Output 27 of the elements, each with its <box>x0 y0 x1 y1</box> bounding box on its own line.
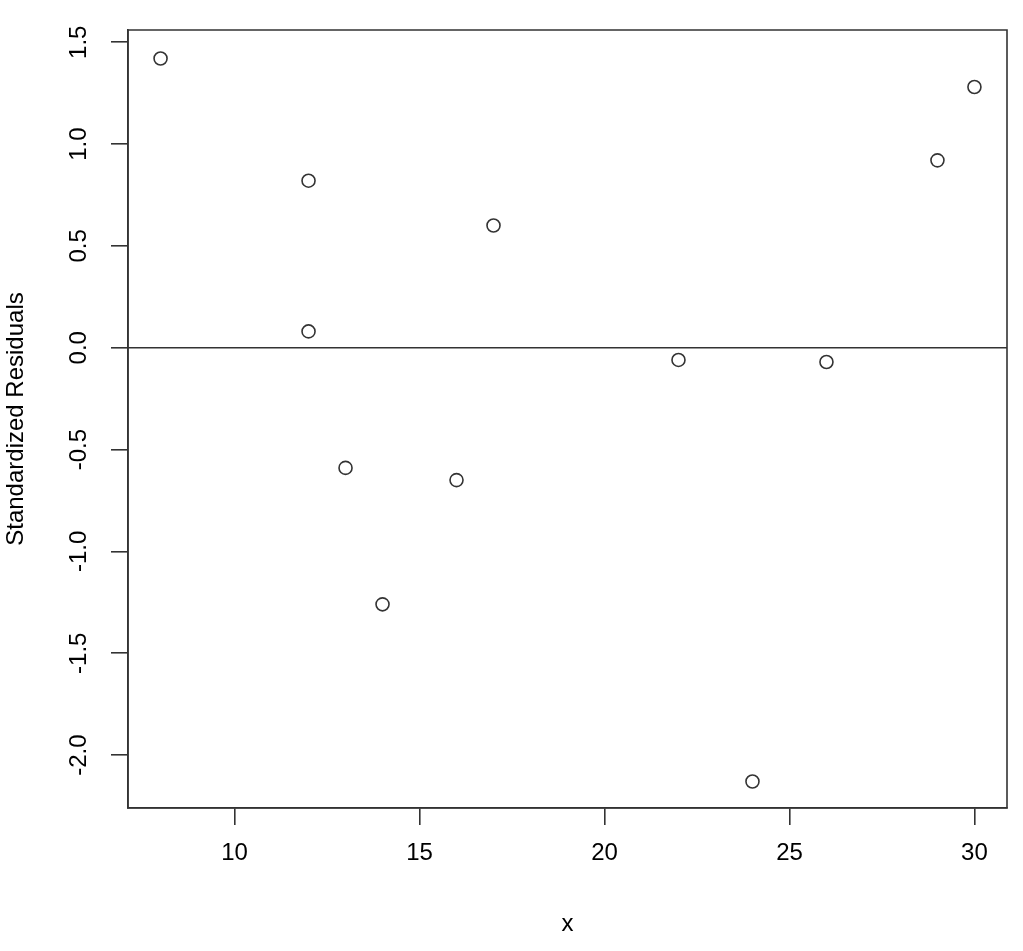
y-tick-label: -2.0 <box>63 734 91 776</box>
y-tick-label: -0.5 <box>63 428 91 471</box>
y-tick-label: 0.5 <box>63 229 91 263</box>
y-tick-label: 0.0 <box>63 331 91 365</box>
y-tick-label: -1.5 <box>63 632 91 674</box>
x-tick-label: 30 <box>961 838 988 866</box>
x-tick-label: 25 <box>776 838 803 866</box>
x-tick-label: 10 <box>221 838 248 866</box>
point <box>449 472 464 488</box>
x-tick-label: 20 <box>591 838 618 866</box>
point <box>301 324 316 339</box>
y-tick-label: 1.5 <box>63 25 91 59</box>
y-axis-title: Standardized Residuals <box>1 292 29 546</box>
point <box>671 352 686 368</box>
point <box>486 218 501 233</box>
x-axis-title: x <box>561 909 574 937</box>
point <box>301 173 316 189</box>
point <box>967 79 982 95</box>
y-tick-label: -1.0 <box>63 530 91 573</box>
x-tick-label: 15 <box>406 838 433 866</box>
point <box>153 51 168 66</box>
point <box>930 153 945 168</box>
point <box>819 354 834 370</box>
point <box>375 597 390 612</box>
point <box>745 774 760 789</box>
y-tick-label: 1.0 <box>63 127 91 161</box>
point <box>338 460 353 476</box>
